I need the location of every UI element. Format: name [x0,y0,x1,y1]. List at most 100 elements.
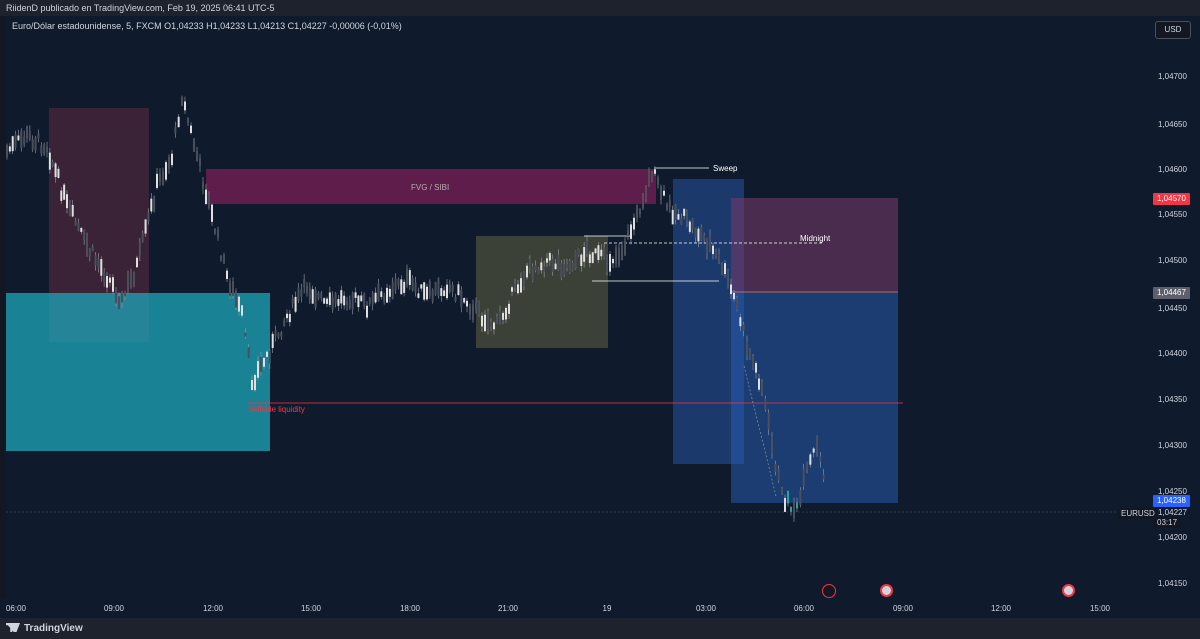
candle-body [217,229,219,238]
olive-zone [476,236,608,348]
candle-body [781,488,783,495]
candle-body [463,298,466,303]
candle-body [493,322,495,330]
candle-body [266,351,268,357]
candle-body [680,218,683,225]
candle-body [487,311,489,330]
blue-zone-main [731,293,898,503]
tradingview-logo[interactable]: TradingView [6,623,83,634]
candle-body [220,255,222,261]
us-flag-event-icon[interactable] [880,584,893,597]
brand-name: TradingView [24,623,83,634]
time-tick: 15:00 [1089,604,1111,613]
candle-body [159,173,161,183]
candle-body [603,247,606,258]
candle-body [774,463,777,472]
us-flag-event-icon[interactable] [1062,584,1075,597]
candle-body [666,203,668,211]
candle-body [606,255,608,273]
candle-body [223,254,225,264]
candle-body [694,227,697,238]
alert-event-icon[interactable] [822,584,836,598]
candle-body [124,291,126,297]
time-tick: 03:00 [695,604,717,613]
symbol-legend[interactable]: Euro/Dólar estadounidense, 5, FXCM O1,04… [12,21,402,31]
candle-body [354,292,357,298]
candle-body [484,314,486,332]
candle-body [469,304,471,315]
candle-body [23,136,26,145]
candle-series [6,95,825,522]
candle-body [112,277,114,292]
candle-body [115,289,117,304]
candle-body [251,380,253,391]
candle-body [423,282,426,300]
candle-body [551,259,554,272]
candle-body [466,300,468,307]
candle-body [351,292,354,310]
candle-body [133,272,135,285]
tradingview-logo-icon [6,623,20,632]
candle-body [481,315,483,327]
candle-body [411,277,414,291]
price-tick: 1,04250 [1158,487,1187,496]
chart-canvas[interactable]: FVG / SIBI Sweep Midnight Sellside liqui… [6,16,1149,598]
candle-body [326,298,328,304]
candle-body [691,218,694,230]
candle-body [257,361,259,378]
candle-body [523,272,525,287]
candle-body [784,497,786,512]
candle-body [371,292,374,305]
time-axis[interactable] [0,598,1200,618]
candle-body [199,158,201,167]
candle-body [357,295,360,308]
candle-body [630,224,632,239]
candle-body [181,97,183,106]
candle-body [574,251,577,269]
candle-body [546,258,548,263]
candle-body [74,220,77,226]
candle-body [777,469,780,481]
candle-body [196,150,198,162]
candle-body [657,177,659,185]
candle-body [60,190,63,201]
candle-body [211,204,213,222]
candle-body [121,291,123,303]
candle-body [271,333,274,348]
candle-body [809,454,812,465]
candle-body [609,254,611,272]
candle-body [771,436,773,455]
fvg-zone [206,169,656,204]
candle-body [300,289,303,297]
candle-body [554,263,557,270]
candle-body [758,378,760,390]
candle-body [499,310,501,325]
candle-body [431,289,434,302]
candle-body [548,253,551,261]
candle-body [816,435,818,453]
candle-body [205,189,207,205]
candle-body [348,300,351,309]
candle-body [374,292,377,303]
candle-body [244,332,247,337]
last-price-label: 1,04227 [1158,508,1187,517]
price-tick: 1,04550 [1158,210,1187,219]
candle-body [514,283,516,288]
candle-body [306,286,308,294]
candle-body [48,152,51,170]
candle-body [540,262,543,271]
candle-body [247,347,250,359]
candle-body [54,163,57,178]
candle-body [391,282,394,300]
candle-body [406,268,408,285]
candle-body [639,208,641,215]
candle-body [451,284,454,292]
candle-body [254,374,256,391]
candle-body [235,291,237,308]
candle-body [66,194,68,209]
candle-body [736,297,738,311]
sellside-label: Sellside liquidity [248,405,305,414]
publisher-text: RiidenD publicado en TradingView.com, Fe… [6,3,275,13]
currency-button[interactable]: USD [1155,21,1191,39]
candle-body [83,229,86,241]
